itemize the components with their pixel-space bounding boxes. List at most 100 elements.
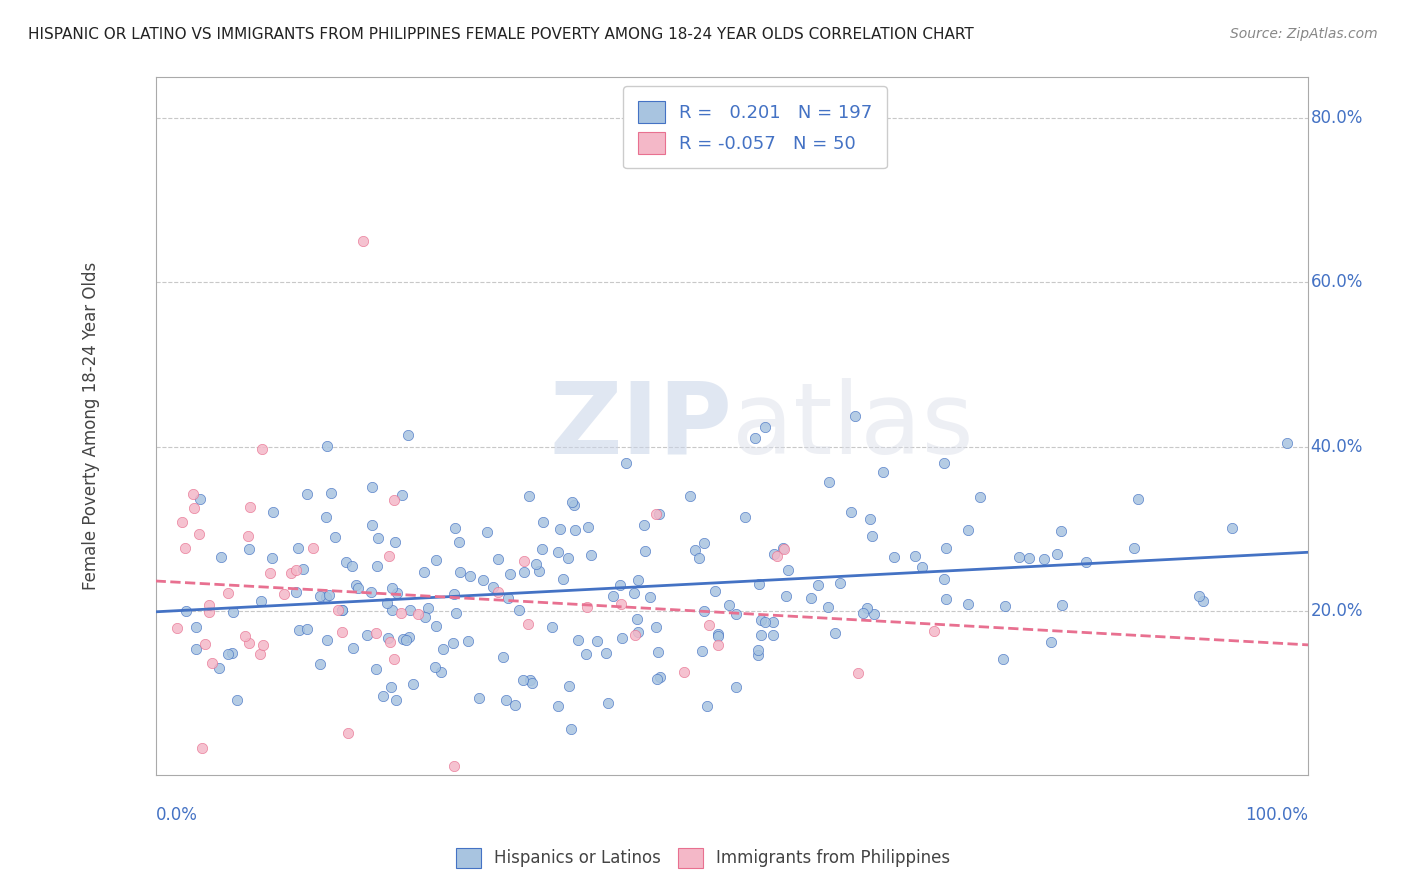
Point — [425, 553, 447, 567]
Point — [335, 555, 357, 569]
Point — [994, 599, 1017, 613]
Point — [748, 576, 770, 591]
Text: 20.0%: 20.0% — [1310, 601, 1362, 620]
Text: 40.0%: 40.0% — [1310, 437, 1362, 456]
Point — [337, 726, 360, 740]
Point — [766, 549, 789, 564]
Point — [578, 520, 600, 534]
Point — [200, 656, 222, 670]
Point — [330, 603, 353, 617]
Point — [323, 530, 346, 544]
Point — [517, 489, 540, 503]
Point — [225, 693, 247, 707]
Point — [430, 665, 453, 679]
Point — [318, 588, 340, 602]
Point — [1008, 549, 1031, 564]
Point — [316, 439, 339, 453]
Point — [186, 620, 208, 634]
Point — [747, 648, 769, 662]
Point — [360, 584, 382, 599]
Point — [381, 581, 404, 595]
Point — [991, 652, 1014, 666]
Point — [610, 598, 633, 612]
Point — [626, 612, 648, 626]
Point — [541, 620, 564, 634]
Point — [627, 624, 650, 639]
Point — [402, 677, 425, 691]
Point — [1046, 547, 1069, 561]
Point — [969, 490, 991, 504]
Point — [174, 604, 197, 618]
Point — [250, 442, 273, 456]
Point — [441, 636, 464, 650]
Point — [751, 627, 773, 641]
Point — [762, 547, 785, 561]
Point — [447, 535, 470, 549]
Point — [586, 633, 609, 648]
Point — [692, 536, 714, 550]
Point — [519, 673, 541, 687]
Point — [693, 605, 716, 619]
Point — [389, 606, 412, 620]
Point — [531, 542, 554, 557]
Point — [1220, 521, 1243, 535]
Point — [551, 573, 574, 587]
Point — [486, 584, 509, 599]
Point — [650, 670, 672, 684]
Point — [751, 613, 773, 627]
Point — [516, 617, 538, 632]
Point — [238, 636, 260, 650]
Point — [645, 673, 668, 687]
Point — [406, 607, 429, 622]
Point — [1123, 541, 1146, 555]
Point — [852, 606, 875, 620]
Point — [221, 605, 243, 619]
Point — [776, 563, 799, 577]
Point — [734, 509, 756, 524]
Point — [288, 623, 311, 637]
Point — [395, 632, 418, 647]
Point — [818, 475, 841, 489]
Point — [319, 486, 342, 500]
Point — [166, 621, 188, 635]
Point — [725, 680, 748, 694]
Point — [302, 541, 325, 555]
Point — [174, 541, 197, 556]
Point — [596, 696, 619, 710]
Legend: Hispanics or Latinos, Immigrants from Philippines: Hispanics or Latinos, Immigrants from Ph… — [449, 841, 957, 875]
Point — [575, 600, 598, 615]
Point — [481, 580, 503, 594]
Point — [380, 681, 402, 695]
Point — [828, 576, 851, 591]
Point — [957, 597, 980, 611]
Point — [932, 572, 955, 586]
Point — [425, 619, 447, 633]
Point — [342, 559, 364, 574]
Point — [352, 235, 374, 249]
Point — [633, 518, 655, 533]
Point — [824, 625, 846, 640]
Point — [1126, 491, 1149, 506]
Text: 0.0%: 0.0% — [156, 806, 197, 824]
Point — [499, 567, 522, 582]
Point — [381, 602, 404, 616]
Point — [308, 657, 330, 671]
Point — [217, 586, 239, 600]
Point — [385, 693, 408, 707]
Point — [508, 602, 530, 616]
Point — [375, 597, 398, 611]
Point — [932, 456, 955, 470]
Point — [772, 541, 794, 555]
Point — [315, 590, 337, 604]
Text: HISPANIC OR LATINO VS IMMIGRANTS FROM PHILIPPINES FEMALE POVERTY AMONG 18-24 YEA: HISPANIC OR LATINO VS IMMIGRANTS FROM PH… — [28, 27, 974, 42]
Point — [704, 583, 727, 598]
Text: Female Poverty Among 18-24 Year Olds: Female Poverty Among 18-24 Year Olds — [83, 262, 100, 591]
Point — [1039, 635, 1062, 649]
Point — [557, 551, 579, 566]
Point — [217, 647, 239, 661]
Point — [690, 644, 713, 658]
Point — [184, 642, 207, 657]
Point — [883, 549, 905, 564]
Point — [548, 522, 571, 536]
Text: 80.0%: 80.0% — [1310, 110, 1362, 128]
